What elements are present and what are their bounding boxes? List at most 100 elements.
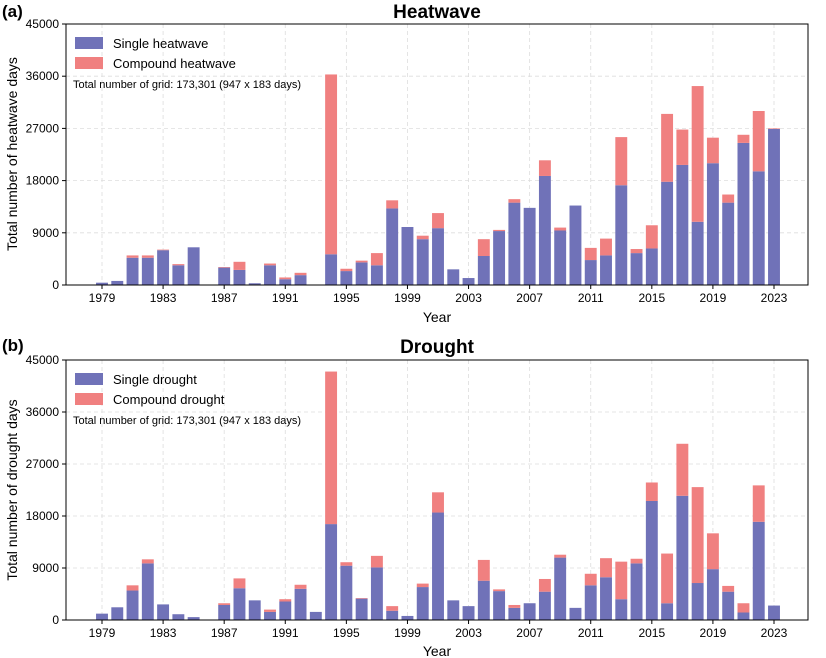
bar-single-2015 — [645, 248, 658, 285]
x-tick-label: 2023 — [761, 291, 788, 305]
bar-compound-1984 — [172, 264, 185, 266]
legend-label-compound: Compound drought — [113, 392, 225, 407]
drought-panel: (b) Drought 0 9000 18000 27000 36000 45000 19… — [0, 329, 826, 658]
grid-note: Total number of grid: 173,301 (947 x 183… — [73, 415, 301, 427]
bar-single-1981 — [126, 590, 139, 620]
bar-compound-1981 — [126, 585, 139, 591]
bar-single-2019 — [706, 569, 719, 620]
bar-single-1983 — [157, 250, 170, 285]
bar-single-2022 — [752, 521, 765, 620]
bar-compound-1996 — [355, 260, 368, 263]
bar-single-2014 — [630, 563, 643, 620]
x-tick-label: 1999 — [394, 291, 421, 305]
bar-single-1988 — [233, 588, 246, 620]
bar-single-2005 — [493, 231, 506, 285]
legend-swatch-compound — [75, 393, 103, 405]
bar-single-1995 — [340, 271, 353, 285]
x-tick-label: 1991 — [272, 291, 299, 305]
heatwave-chart: (a) Heatwave 0 9000 18000 27000 36000 45000 1… — [2, 2, 809, 325]
bar-compound-2015 — [645, 225, 658, 249]
bar-single-2023 — [768, 128, 780, 285]
bar-single-2003 — [462, 278, 475, 285]
bar-single-1990 — [264, 265, 276, 285]
bar-single-2014 — [630, 253, 643, 285]
bar-compound-1988 — [233, 578, 246, 589]
bar-compound-2006 — [508, 604, 521, 608]
bar-single-2002 — [447, 600, 460, 620]
x-tick-label: 1979 — [89, 291, 116, 305]
bar-compound-2001 — [432, 213, 444, 229]
grid-note: Total number of grid: 173,301 (947 x 183… — [73, 79, 301, 91]
bar-compound-1983 — [157, 249, 170, 251]
x-tick-label: 1991 — [272, 626, 299, 640]
y-axis-label: Total number of drought days — [4, 399, 20, 580]
y-tick-label: 0 — [52, 613, 59, 627]
bar-compound-2015 — [645, 482, 658, 501]
bar-compound-1995 — [340, 268, 353, 272]
legend-swatch-single — [75, 373, 103, 385]
bar-compound-1988 — [233, 261, 246, 270]
bar-compound-2017 — [676, 443, 689, 496]
bar-single-1999 — [401, 227, 414, 285]
bar-single-2017 — [676, 164, 689, 285]
bar-single-2020 — [722, 591, 735, 620]
x-axis-label: Year — [423, 309, 452, 325]
bar-compound-1982 — [141, 255, 154, 258]
plot-frame — [65, 23, 809, 286]
bar-single-1979 — [96, 613, 108, 620]
legend-label-single: Single drought — [113, 372, 197, 387]
bar-single-1991 — [279, 601, 292, 620]
x-tick-label: 2011 — [578, 626, 604, 640]
bar-single-1996 — [355, 598, 368, 620]
bar-single-1989 — [248, 283, 261, 285]
bar-single-2004 — [477, 580, 490, 620]
bar-compound-2008 — [538, 160, 551, 176]
bar-compound-2012 — [600, 558, 612, 578]
legend-label-single: Single heatwave — [113, 36, 208, 51]
x-tick-label: 2003 — [455, 291, 482, 305]
bar-compound-2006 — [508, 199, 521, 203]
bar-single-1997 — [370, 265, 383, 285]
chart-title: Heatwave — [393, 2, 481, 23]
bar-single-2020 — [722, 202, 735, 285]
bar-single-1982 — [141, 563, 154, 620]
x-tick-label: 2015 — [638, 291, 665, 305]
drought-chart: (b) Drought 0 9000 18000 27000 36000 45000 19… — [2, 336, 809, 658]
bar-single-2005 — [493, 591, 506, 620]
x-tick-label: 2019 — [700, 626, 727, 640]
x-tick-label: 2015 — [638, 626, 665, 640]
bar-single-1980 — [111, 607, 124, 620]
bar-compound-2018 — [691, 86, 704, 222]
bar-compound-1997 — [370, 253, 383, 266]
bar-single-1995 — [340, 565, 353, 620]
x-tick-label: 2019 — [700, 291, 727, 305]
bar-single-1994 — [325, 524, 338, 620]
y-tick-label: 45000 — [26, 17, 60, 31]
bar-compound-1987 — [218, 603, 231, 605]
bar-single-2015 — [645, 500, 658, 620]
bar-compound-2017 — [676, 129, 689, 165]
y-tick-label: 18000 — [26, 174, 60, 188]
bar-compound-2005 — [493, 229, 506, 232]
panel-label: (b) — [2, 336, 24, 355]
x-tick-label: 1979 — [89, 626, 116, 640]
bar-single-2019 — [706, 163, 719, 285]
bar-single-1980 — [111, 280, 124, 285]
bar-single-2006 — [508, 202, 521, 285]
legend-label-compound: Compound heatwave — [113, 56, 236, 71]
y-tick-label: 18000 — [26, 509, 60, 523]
bar-compound-2020 — [722, 194, 735, 203]
bar-single-2018 — [691, 583, 704, 620]
bar-compound-2011 — [584, 247, 597, 261]
legend: Single drought Compound drought — [75, 372, 225, 407]
bar-compound-1990 — [264, 263, 276, 266]
bar-single-1981 — [126, 257, 139, 285]
bar-single-2016 — [661, 181, 674, 285]
x-tick-label: 1987 — [211, 626, 238, 640]
bar-compound-2000 — [416, 583, 429, 588]
x-tick-label: 1987 — [211, 291, 238, 305]
bar-single-1979 — [96, 282, 108, 285]
bar-single-2016 — [661, 603, 674, 620]
bar-single-2021 — [737, 142, 750, 285]
bar-single-2002 — [447, 269, 460, 285]
